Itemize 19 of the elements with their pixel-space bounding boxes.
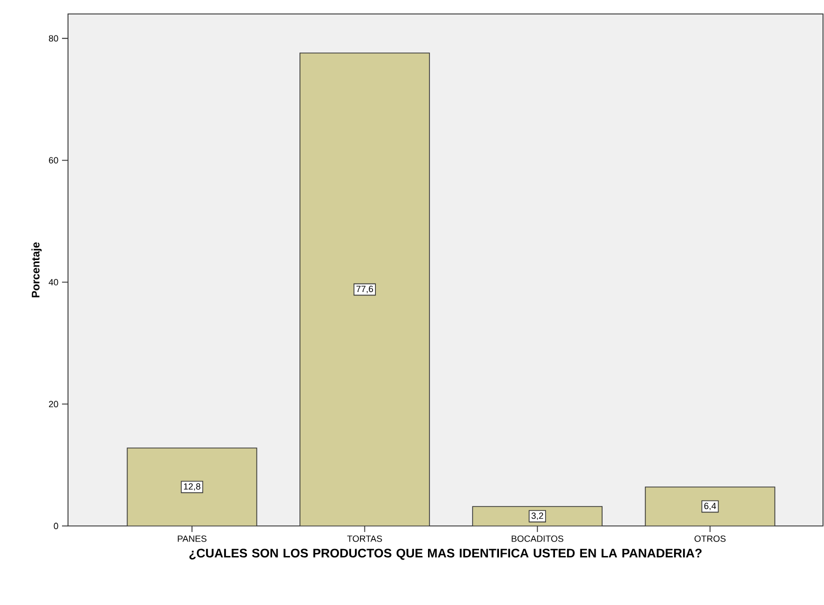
x-tick-label: OTROS (694, 536, 726, 542)
data-label: 77,6 (356, 286, 374, 294)
data-label: 6,4 (704, 502, 716, 510)
y-tick-label: 40 (48, 279, 58, 286)
bar (472, 506, 603, 526)
bar (300, 52, 430, 526)
bar (644, 486, 776, 526)
y-axis-title: Porcentaje (31, 242, 42, 298)
y-tick-label: 60 (48, 157, 58, 164)
x-tick-label: TORTAS (347, 536, 382, 542)
bar (127, 448, 257, 526)
y-tick-label: 0 (54, 522, 58, 530)
x-tick-label: PANES (178, 536, 206, 542)
y-tick-label: 20 (48, 400, 58, 408)
x-tick-label: BOCADITOS (512, 536, 564, 542)
y-tick-label: 80 (48, 35, 58, 42)
data-label: 3,2 (531, 512, 544, 520)
x-axis-title: ¿CUALES SON LOS PRODUCTOS QUE MAS IDENTIFICA USTED EN LA PANADERIA? (189, 548, 702, 560)
data-label: 12,8 (184, 483, 200, 491)
